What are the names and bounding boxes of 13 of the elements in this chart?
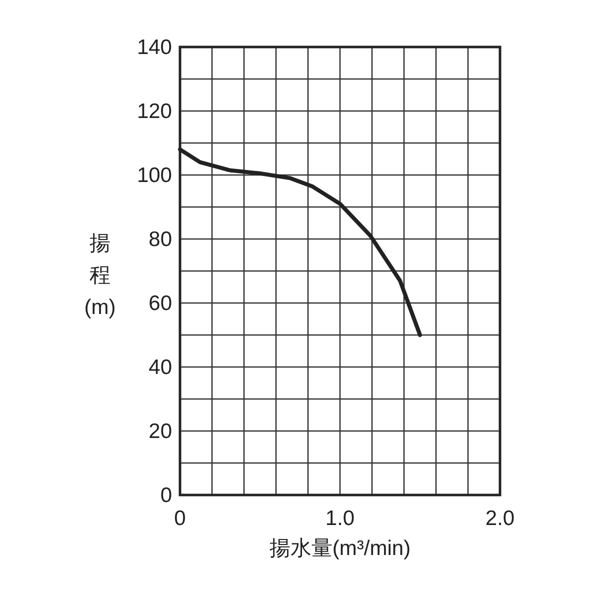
y-tick-label: 40 bbox=[148, 356, 172, 379]
y-tick-label: 0 bbox=[160, 484, 172, 507]
x-tick-label: 2.0 bbox=[485, 507, 515, 530]
y-tick-label: 60 bbox=[148, 292, 172, 315]
y-tick-label: 80 bbox=[148, 228, 172, 251]
y-tick-label: 140 bbox=[136, 36, 172, 59]
x-tick-label: 0 bbox=[174, 507, 186, 530]
y-tick-label: 100 bbox=[136, 164, 172, 187]
y-tick-label: 20 bbox=[148, 420, 172, 443]
x-axis-title: 揚水量(m³/min) bbox=[269, 537, 411, 560]
x-tick-label: 1.0 bbox=[325, 507, 355, 530]
y-axis-title: 揚程(m) bbox=[84, 232, 116, 319]
y-tick-label: 120 bbox=[136, 100, 172, 123]
